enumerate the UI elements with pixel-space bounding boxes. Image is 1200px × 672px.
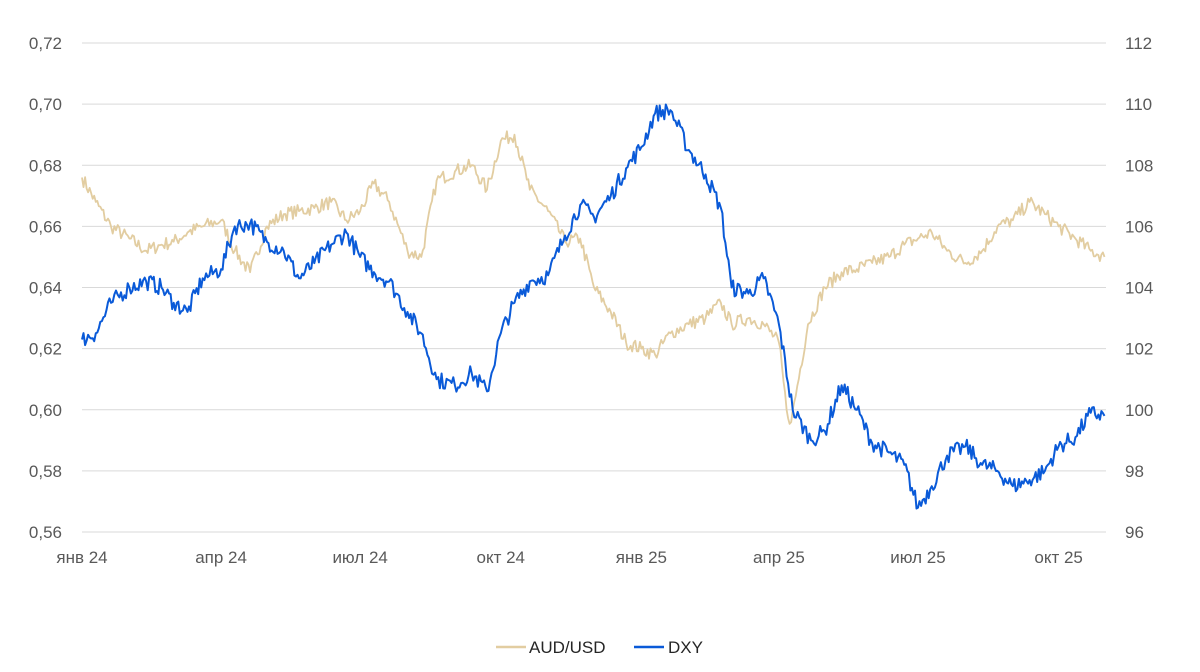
x-axis-tick-label: апр 25 <box>753 548 805 567</box>
left-axis-tick-label: 0,68 <box>29 156 62 175</box>
left-axis-tick-label: 0,66 <box>29 217 62 236</box>
right-axis-tick-label: 108 <box>1125 156 1153 175</box>
right-axis-tick-label: 112 <box>1125 34 1152 53</box>
series-line-aud-usd <box>81 130 1106 425</box>
series-line-dxy <box>81 103 1106 510</box>
x-axis-tick-label: апр 24 <box>195 548 247 567</box>
x-axis-tick-labels: янв 24 апр 24 июл 24 окт 24 янв 25 апр 25 июл … <box>56 548 1083 567</box>
right-axis-tick-label: 100 <box>1125 401 1153 420</box>
left-axis-tick-label: 0,60 <box>29 401 62 420</box>
legend-label: AUD/USD <box>529 638 606 657</box>
legend-label: DXY <box>668 638 703 657</box>
left-axis-tick-label: 0,56 <box>29 523 62 542</box>
x-axis-tick-label: янв 25 <box>616 548 667 567</box>
left-axis-tick-label: 0,62 <box>29 340 62 359</box>
left-axis-tick-labels: 0,56 0,58 0,60 0,62 0,64 0,66 0,68 0,70 0,72 <box>29 34 62 542</box>
series-lines <box>81 103 1106 510</box>
x-axis-tick-label: окт 24 <box>477 548 526 567</box>
left-axis-tick-label: 0,70 <box>29 95 62 114</box>
right-axis-tick-label: 106 <box>1125 217 1153 236</box>
right-axis-tick-label: 104 <box>1125 279 1153 298</box>
x-axis-tick-label: янв 24 <box>56 548 107 567</box>
right-axis-tick-labels: 96 98 100 102 104 106 108 110 112 <box>1125 34 1153 542</box>
right-axis-tick-label: 110 <box>1125 95 1152 114</box>
left-axis-tick-label: 0,58 <box>29 462 62 481</box>
right-axis-tick-label: 102 <box>1125 340 1153 359</box>
right-axis-tick-label: 96 <box>1125 523 1144 542</box>
left-axis-tick-label: 0,64 <box>29 279 62 298</box>
x-axis-tick-label: окт 25 <box>1034 548 1083 567</box>
legend: AUD/USD DXY <box>496 638 703 657</box>
left-axis-tick-label: 0,72 <box>29 34 62 53</box>
x-axis-tick-label: июл 24 <box>332 548 387 567</box>
x-axis-tick-label: июл 25 <box>890 548 945 567</box>
right-axis-tick-label: 98 <box>1125 462 1144 481</box>
